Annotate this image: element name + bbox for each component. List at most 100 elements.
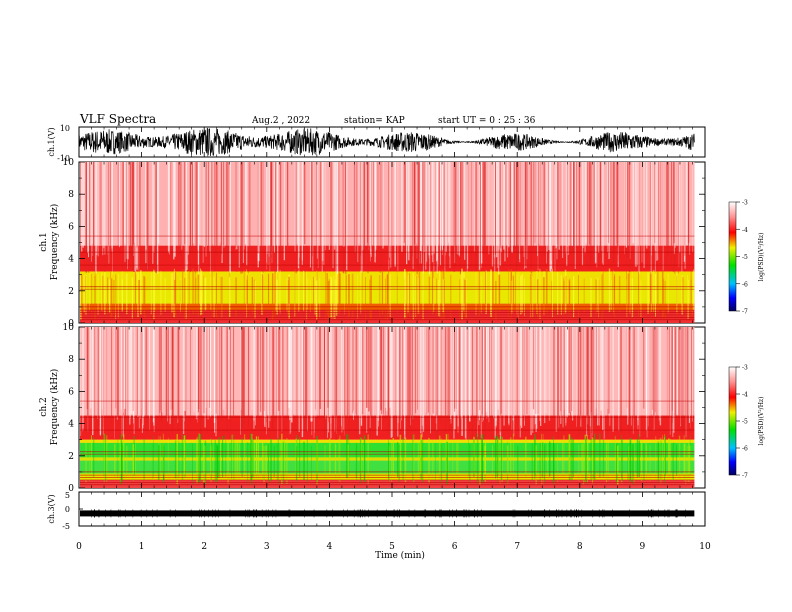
spectrogram-streak bbox=[669, 327, 671, 435]
spectrogram-streak bbox=[183, 435, 186, 479]
spectrogram-streak bbox=[662, 162, 664, 271]
spectrogram-streak bbox=[660, 162, 662, 261]
spectrogram-streak bbox=[595, 279, 597, 315]
spectrogram-streak bbox=[272, 327, 275, 432]
spectrogram-streak bbox=[338, 271, 340, 314]
spectrogram-streak bbox=[687, 327, 689, 421]
spectrogram-streak bbox=[276, 443, 278, 481]
spectrogram-streak bbox=[592, 438, 595, 479]
spectrogram-streak bbox=[492, 271, 494, 311]
spectrogram-streak bbox=[580, 327, 581, 421]
ch3-waveform-trace bbox=[79, 508, 695, 518]
spectrogram-streak bbox=[121, 441, 123, 480]
spectrogram-streak bbox=[335, 444, 337, 477]
spectrogram-streak bbox=[242, 327, 245, 420]
spectrogram-streak bbox=[685, 327, 687, 438]
spectrogram-streak bbox=[523, 162, 525, 257]
spectrogram-streak bbox=[169, 327, 171, 410]
time-tick-label: 4 bbox=[327, 542, 333, 552]
spectrogram-streak bbox=[301, 162, 303, 265]
spectrogram-streak bbox=[249, 162, 251, 258]
spectrogram-streak bbox=[692, 162, 694, 253]
spectrogram-streak bbox=[557, 162, 559, 264]
freq-tick-label: 6 bbox=[68, 387, 74, 397]
spectrogram-streak bbox=[363, 162, 365, 259]
spectrogram-streak bbox=[590, 162, 592, 262]
spectrogram-streak bbox=[660, 437, 662, 484]
spectrogram-streak bbox=[187, 162, 189, 255]
spectrogram-streak bbox=[533, 437, 536, 479]
spectrogram-streak bbox=[278, 273, 280, 311]
spectrogram-streak bbox=[649, 444, 651, 481]
spectrogram-streak bbox=[187, 162, 189, 261]
spectrogram-streak bbox=[460, 327, 462, 419]
spectrogram-streak bbox=[370, 162, 372, 250]
spectrogram-streak bbox=[111, 162, 113, 252]
spectrogram-streak bbox=[417, 327, 418, 410]
spectrogram-streak bbox=[394, 162, 396, 267]
spectrogram-band bbox=[80, 162, 695, 246]
spectrogram-streak bbox=[135, 443, 136, 479]
spectrogram-streak bbox=[669, 439, 671, 478]
spectrogram-streak bbox=[525, 162, 527, 266]
spectrogram-streak bbox=[632, 327, 634, 434]
spectrogram-streak bbox=[606, 162, 608, 253]
spectrogram-streak bbox=[275, 272, 277, 312]
spectrogram-streak bbox=[450, 327, 452, 420]
spectrogram-streak bbox=[101, 327, 103, 410]
spectrogram-streak bbox=[593, 162, 595, 251]
spectrogram-streak bbox=[500, 162, 502, 253]
spectrogram-streak bbox=[199, 162, 201, 245]
spectrogram-streak bbox=[548, 327, 551, 421]
spectrogram-streak bbox=[141, 327, 143, 433]
spectrogram-streak bbox=[158, 435, 160, 476]
spectrogram-streak bbox=[471, 162, 473, 270]
spectrogram-streak bbox=[91, 162, 92, 262]
spectrogram-streak bbox=[303, 270, 305, 312]
spectrogram-streak bbox=[241, 162, 243, 274]
spectrogram-streak bbox=[230, 327, 232, 426]
spectrogram-streak bbox=[388, 162, 390, 260]
spectrogram-streak bbox=[324, 444, 326, 481]
spectrogram-streak bbox=[97, 273, 99, 315]
spectrogram-streak bbox=[481, 434, 483, 484]
spectrogram-streak bbox=[292, 327, 294, 432]
spectrogram-streak bbox=[336, 162, 338, 275]
spectrogram-streak bbox=[88, 162, 90, 273]
spectrogram-streak bbox=[281, 327, 283, 432]
spectrogram-streak bbox=[598, 279, 600, 318]
spectrogram-streak bbox=[334, 442, 337, 480]
spectrogram-streak bbox=[588, 162, 591, 245]
spectrogram-streak bbox=[298, 270, 300, 312]
spectrogram-streak bbox=[180, 162, 182, 262]
spectrogram-streak bbox=[358, 162, 360, 244]
spectrogram-streak bbox=[557, 327, 559, 428]
spectrogram-streak bbox=[584, 162, 586, 253]
spectrogram-streak bbox=[482, 162, 484, 254]
spectrogram-streak bbox=[646, 445, 648, 479]
ch3-waveform-ylabel: ch.3(V) bbox=[47, 494, 56, 523]
spectrogram-streak bbox=[425, 162, 427, 270]
spectrogram-streak bbox=[360, 162, 362, 273]
spectrogram-streak bbox=[500, 436, 503, 480]
spectrogram-streak bbox=[510, 162, 512, 269]
spectrogram-streak bbox=[147, 162, 149, 271]
spectrogram-streak bbox=[499, 327, 502, 433]
spectrogram-streak bbox=[272, 327, 274, 430]
spectrogram-streak bbox=[465, 327, 467, 440]
spectrogram-streak bbox=[647, 327, 649, 427]
spectrogram-streak bbox=[174, 440, 177, 479]
spectrogram-streak bbox=[459, 162, 460, 257]
spectrogram-streak bbox=[583, 278, 585, 313]
spectrogram-streak bbox=[263, 445, 265, 483]
spectrogram-streak bbox=[110, 271, 111, 318]
spectrogram-streak bbox=[86, 327, 89, 410]
spectrogram-streak bbox=[166, 327, 168, 431]
spectrogram-streak bbox=[404, 327, 405, 435]
spectrogram-streak bbox=[290, 327, 292, 433]
spectrogram-streak bbox=[157, 445, 160, 480]
spectrogram-streak bbox=[240, 327, 241, 435]
spectrogram-streak bbox=[466, 162, 468, 273]
spectrogram-streak bbox=[114, 327, 115, 439]
spectrogram-streak bbox=[171, 272, 173, 313]
